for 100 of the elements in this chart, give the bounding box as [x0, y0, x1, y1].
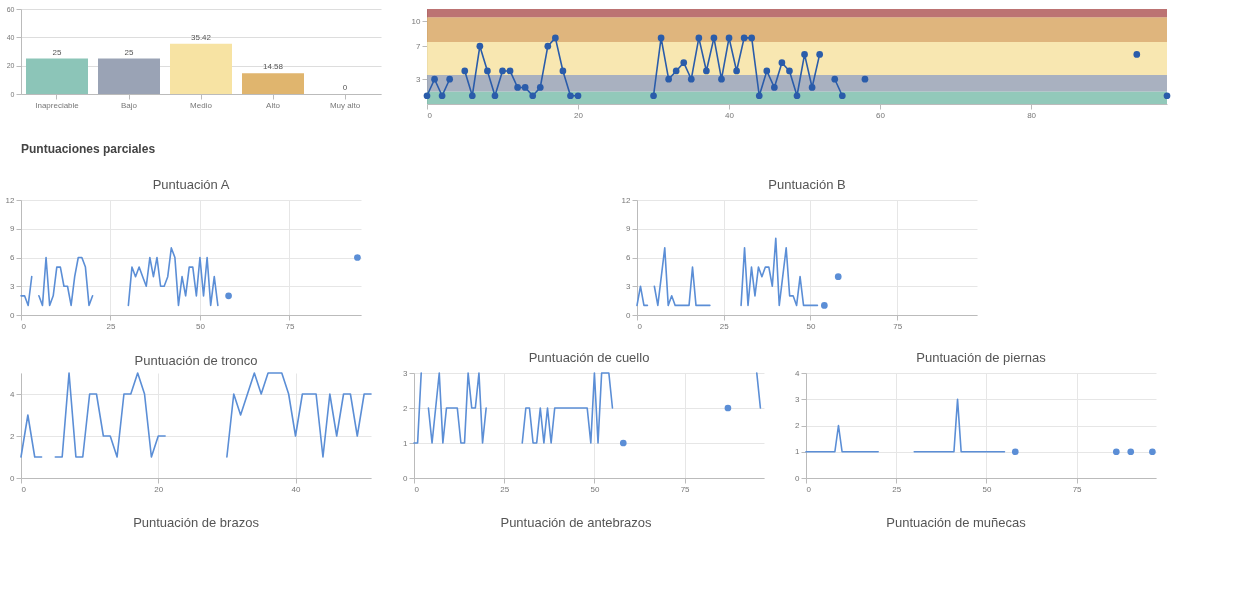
point [468, 92, 476, 100]
point [778, 59, 786, 67]
x-tick-label: Inapreciable [35, 100, 80, 110]
point [816, 51, 824, 58]
point [574, 92, 582, 100]
x-tick-label: 25 [719, 321, 730, 331]
x-tick-label: 40 [725, 110, 735, 120]
x-tick-label: 25 [106, 321, 116, 331]
point [491, 92, 499, 100]
point [695, 34, 703, 42]
point [461, 67, 469, 75]
x-tick-label: 50 [590, 484, 600, 494]
y-tick-label: 3 [416, 74, 422, 84]
x-tick-label: Muy alto [329, 100, 361, 110]
x-tick-label: 75 [285, 321, 295, 331]
point [567, 92, 574, 100]
point [552, 34, 559, 42]
point [438, 92, 446, 100]
point [657, 34, 665, 42]
y-tick-label: 1 [795, 447, 801, 457]
chart-title: Puntuación de cuello [528, 350, 650, 365]
point [672, 67, 680, 75]
y-tick-label: 10 [411, 16, 422, 26]
x-tick-label: Medio [190, 100, 213, 110]
point [770, 84, 778, 91]
point [521, 84, 529, 91]
point [710, 34, 718, 42]
y-tick-label: 3 [10, 281, 16, 291]
y-tick-label: 2 [10, 431, 16, 441]
point [544, 42, 552, 50]
y-tick-label: 1 [403, 438, 409, 448]
point [831, 75, 839, 83]
y-tick-label: 0 [10, 310, 16, 320]
data-label: 14.58 [262, 62, 284, 72]
y-tick-label: 7 [416, 41, 422, 51]
chart-title: Puntuación de tronco [134, 353, 258, 369]
x-tick-label: 0 [806, 484, 812, 494]
point [801, 51, 808, 58]
y-tick-label: 6 [10, 253, 16, 262]
point [680, 59, 688, 67]
x-tick-label: 20 [574, 110, 584, 120]
chart-title: Puntuación A [152, 177, 230, 192]
point [808, 84, 816, 91]
point [650, 92, 657, 100]
y-tick-label: 9 [10, 224, 16, 234]
x-tick-label: 0 [637, 321, 643, 331]
y-tick-label: 9 [626, 224, 632, 234]
point [733, 67, 740, 75]
y-tick-label: 4 [795, 368, 801, 378]
y-tick-label: 0 [10, 473, 16, 483]
data-label: 0 [342, 83, 348, 92]
point [793, 92, 801, 100]
x-tick-label: 50 [982, 484, 992, 494]
point [838, 92, 846, 100]
point [423, 92, 431, 100]
x-tick-label: Alto [266, 100, 281, 110]
bar [98, 58, 160, 94]
point [431, 75, 438, 83]
y-tick-label: 0 [403, 473, 409, 483]
y-tick-label: 0 [795, 473, 801, 483]
y-tick-label: 12 [621, 195, 632, 205]
text: Puntuaciones parciales [21, 142, 156, 156]
y-tick-label: 2 [795, 421, 801, 430]
data-label: 25 [52, 47, 62, 57]
point [755, 92, 763, 100]
point [476, 42, 484, 50]
point [861, 75, 869, 83]
point [718, 75, 725, 83]
y-tick-label: 4 [10, 389, 16, 399]
x-tick-label: 80 [1027, 110, 1037, 120]
chart-title: Puntuación de piernas [916, 350, 1047, 365]
point [506, 67, 514, 75]
point [484, 67, 491, 75]
text: Puntuación de muñecas [886, 515, 1027, 530]
x-tick-label: 75 [680, 484, 691, 494]
y-tick-label: 3 [626, 281, 632, 291]
x-tick-label: 0 [427, 110, 433, 120]
point [559, 67, 567, 75]
point [446, 75, 454, 83]
point [1163, 92, 1171, 100]
point [1133, 51, 1141, 58]
x-tick-label: 50 [806, 321, 816, 331]
bar [242, 73, 304, 94]
y-tick-label: 2 [403, 403, 409, 413]
point [687, 75, 695, 83]
point [786, 67, 793, 75]
bar [26, 58, 88, 94]
point [703, 67, 710, 75]
x-tick-label: 50 [195, 321, 206, 331]
point [740, 34, 748, 42]
x-tick-label: Bajo [120, 100, 138, 110]
x-tick-label: 75 [893, 321, 903, 331]
point [536, 84, 544, 91]
point [665, 75, 672, 83]
point [529, 92, 537, 100]
x-tick-label: 75 [1072, 484, 1083, 494]
bar [170, 43, 232, 94]
text: Puntuación de antebrazos [500, 515, 653, 530]
point [725, 34, 733, 42]
point [748, 34, 756, 42]
